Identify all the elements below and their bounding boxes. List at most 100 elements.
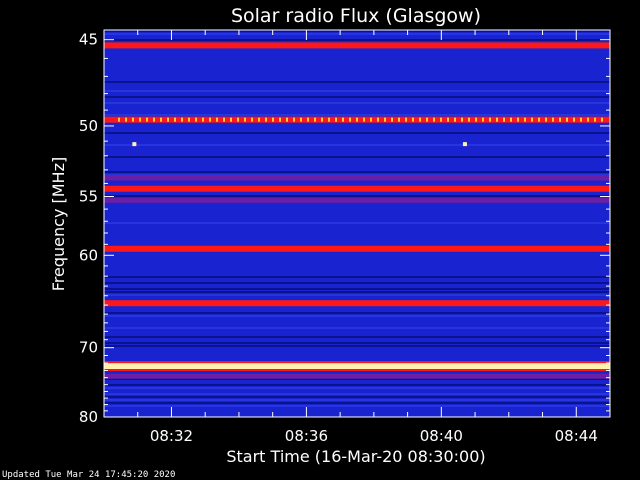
dot-burst [258,117,260,122]
dot-burst [475,117,477,122]
spectrum-texture-row [104,144,610,146]
spectrum-texture-row [104,30,610,32]
spectrum-texture-row [104,336,610,338]
dot-burst [279,117,281,122]
dot-burst [356,117,358,122]
frequency-band-73.8 [104,373,610,379]
dot-burst [321,117,323,122]
dot-burst [125,117,127,122]
spectrum-texture-row [104,171,610,173]
dot-burst [377,117,379,122]
dot-burst [580,117,582,122]
dot-burst [517,117,519,122]
x-axis-label: Start Time (16-Mar-20 08:30:00) [226,447,485,466]
spectrum-texture-row [104,345,610,347]
spectrum-texture-row [104,81,610,83]
dot-burst [244,117,246,122]
dot-burst [545,117,547,122]
dot-burst [496,117,498,122]
frequency-band-54.4 [104,185,610,192]
spectrum-texture-row [104,288,610,290]
dot-burst [230,117,232,122]
dot-burst [181,117,183,122]
dot-burst [447,117,449,122]
dot-burst [286,117,288,122]
burst-point-2 [462,142,467,147]
dot-burst [335,117,337,122]
spectrum-texture-row [104,222,610,224]
dot-burst [419,117,421,122]
spectrum-texture-row [104,276,610,278]
dot-burst [503,117,505,122]
spectrum-texture-row [104,405,610,407]
dot-burst [482,117,484,122]
y-tick-label: 60 [79,246,98,264]
dot-burst [468,117,470,122]
y-tick-label: 80 [79,408,98,426]
dot-burst [272,117,274,122]
spectrum-texture-row [104,399,610,401]
dot-burst [489,117,491,122]
dot-burst [461,117,463,122]
x-tick-label: 08:40 [420,427,463,445]
dot-burst [573,117,575,122]
spectrum-texture-row [104,114,610,116]
dot-burst [342,117,344,122]
dot-burst [139,117,141,122]
dot-burst [209,117,211,122]
dot-burst [440,117,442,122]
dot-burst [237,117,239,122]
frequency-band-45.3 [104,42,610,49]
dot-burst [538,117,540,122]
dot-burst [412,117,414,122]
dot-burst [559,117,561,122]
dot-burst [552,117,554,122]
frequency-band-64.8 [104,300,610,307]
spectrum-texture-row [104,402,610,404]
spectrum-texture-row [104,294,610,296]
dot-burst [384,117,386,122]
spectrum-texture-row [104,90,610,92]
dot-burst [370,117,372,122]
dot-burst [328,117,330,122]
spectrum-texture-row [104,132,610,134]
spectrum-texture-row [104,396,610,398]
y-tick-label: 45 [79,31,98,49]
x-tick-label: 08:44 [555,427,598,445]
chart-title: Solar radio Flux (Glasgow) [231,5,481,27]
dot-burst [433,117,435,122]
frequency-band-53.6 [104,175,610,181]
dot-burst [454,117,456,122]
spectrum-texture-row [104,378,610,380]
spectrum-texture-row [104,39,610,41]
dot-burst [293,117,295,122]
y-axis-label: Frequency [MHz] [49,157,68,291]
dot-burst [587,117,589,122]
spectrum-texture-row [104,174,610,176]
x-axis-ticks: 08:32 08:36 08:40 08:44 [137,30,611,445]
dot-burst [349,117,351,122]
spectrum-texture-row [104,291,610,293]
dot-burst [314,117,316,122]
spectrum-texture-row [104,327,610,329]
dot-burst [160,117,162,122]
burst-point-1 [132,142,137,147]
spectrum-texture-row [104,96,610,98]
spectrum-texture-row [104,393,610,395]
spectrogram-plot-area [104,30,610,417]
dot-burst [363,117,365,122]
dot-burst [531,117,533,122]
dot-burst [202,117,204,122]
dot-burst [566,117,568,122]
spectrum-texture-row [104,315,610,317]
plot-border [103,29,611,418]
dot-burst [601,117,603,122]
dot-burst [510,117,512,122]
spectrum-texture-row [104,342,610,344]
spectrum-texture-row [104,282,610,284]
spectrum-texture-row [104,384,610,386]
dot-burst [195,117,197,122]
dot-burst [398,117,400,122]
spectrum-texture-row [104,156,610,158]
